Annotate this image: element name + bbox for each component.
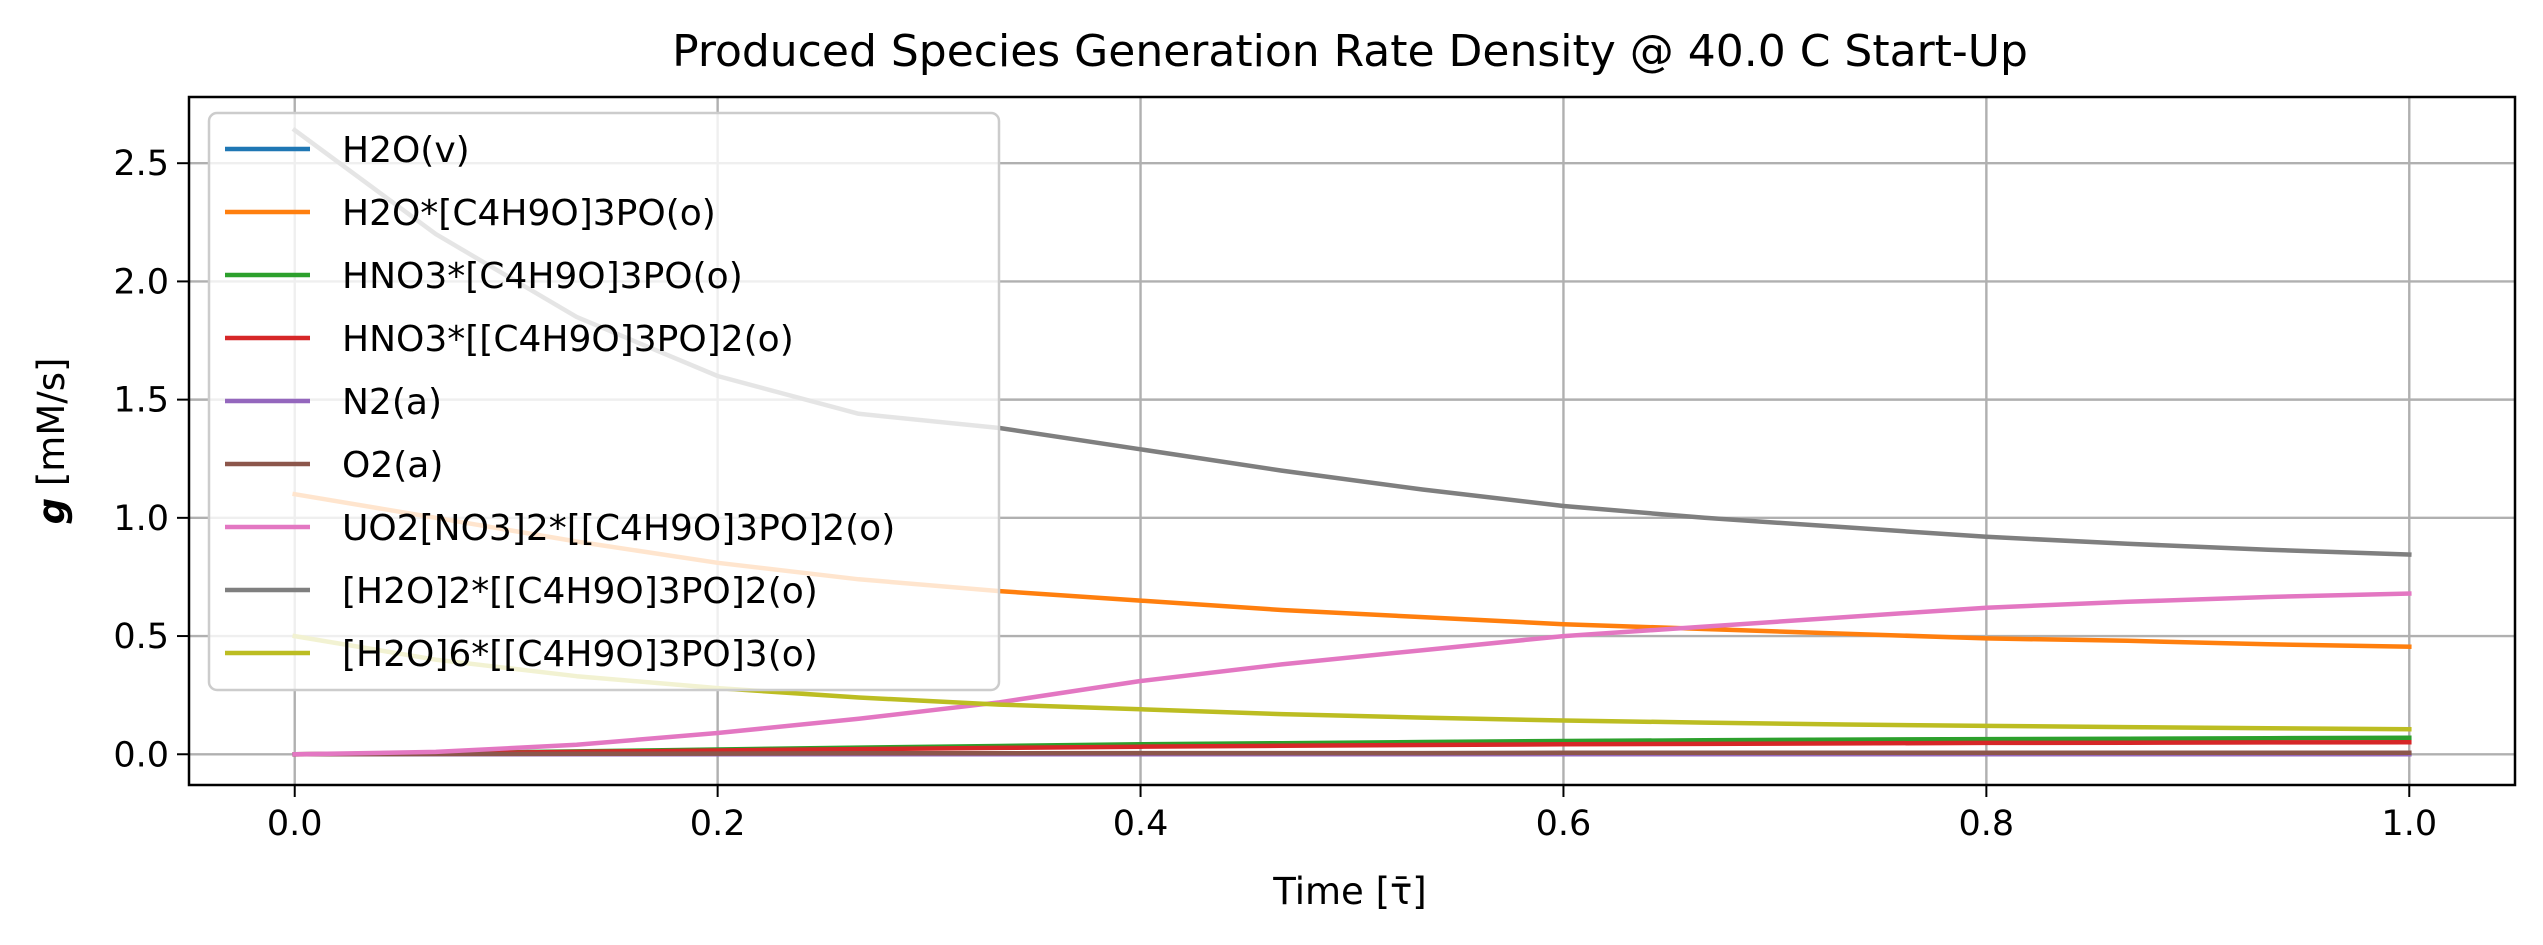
y-tick-label: 2.5 [113, 144, 169, 184]
x-tick-label: 0.4 [1113, 804, 1169, 844]
x-tick-label: 1.0 [2381, 804, 2437, 844]
legend-entry-8: [H2O]6*[[C4H9O]3PO]3(o) [342, 634, 818, 675]
y-tick-label: 0.0 [113, 735, 169, 775]
y-axis: 0.0 0.5 1.0 1.5 2.0 2.5 [113, 144, 189, 775]
y-tick-label: 1.5 [113, 381, 169, 421]
legend-box [207, 111, 1001, 692]
y-tick-label: 2.0 [113, 262, 169, 302]
y-tick-label: 1.0 [113, 499, 169, 539]
series-line-5 [292, 750, 2412, 757]
chart-title: Produced Species Generation Rate Density… [672, 26, 2028, 77]
legend-entry-6: UO2[NO3]2*[[C4H9O]3PO]2(o) [342, 508, 895, 549]
y-axis-label-symbol: g [30, 498, 73, 525]
x-tick-label: 0.6 [1536, 804, 1592, 844]
y-axis-label-unit: [mM/s] [30, 358, 73, 498]
series-line-6 [292, 591, 2412, 757]
legend-entry-4: N2(a) [342, 382, 442, 423]
legend-entry-0: H2O(v) [342, 130, 470, 171]
legend-entry-5: O2(a) [342, 445, 443, 486]
series-line-3 [292, 739, 2412, 757]
legend-entry-3: HNO3*[[C4H9O]3PO]2(o) [342, 319, 794, 360]
plot-frame [187, 95, 2517, 787]
x-axis: 0.0 0.2 0.4 0.6 0.8 1.0 [267, 785, 2437, 844]
x-tick-label: 0.2 [690, 804, 746, 844]
x-tick-label: 0.0 [267, 804, 323, 844]
legend-entry-7: [H2O]2*[[C4H9O]3PO]2(o) [342, 571, 818, 612]
legend-entry-1: H2O*[C4H9O]3PO(o) [342, 193, 716, 234]
x-axis-label: Time [τ̄] [1272, 870, 1426, 913]
y-axis-label: g [mM/s] [30, 358, 73, 525]
y-tick-label: 0.5 [113, 617, 169, 657]
legend-entry-2: HNO3*[C4H9O]3PO(o) [342, 256, 743, 297]
x-tick-label: 0.8 [1959, 804, 2015, 844]
legend: H2O(v) H2O*[C4H9O]3PO(o) HNO3*[C4H9O]3PO(o… [207, 111, 1001, 692]
